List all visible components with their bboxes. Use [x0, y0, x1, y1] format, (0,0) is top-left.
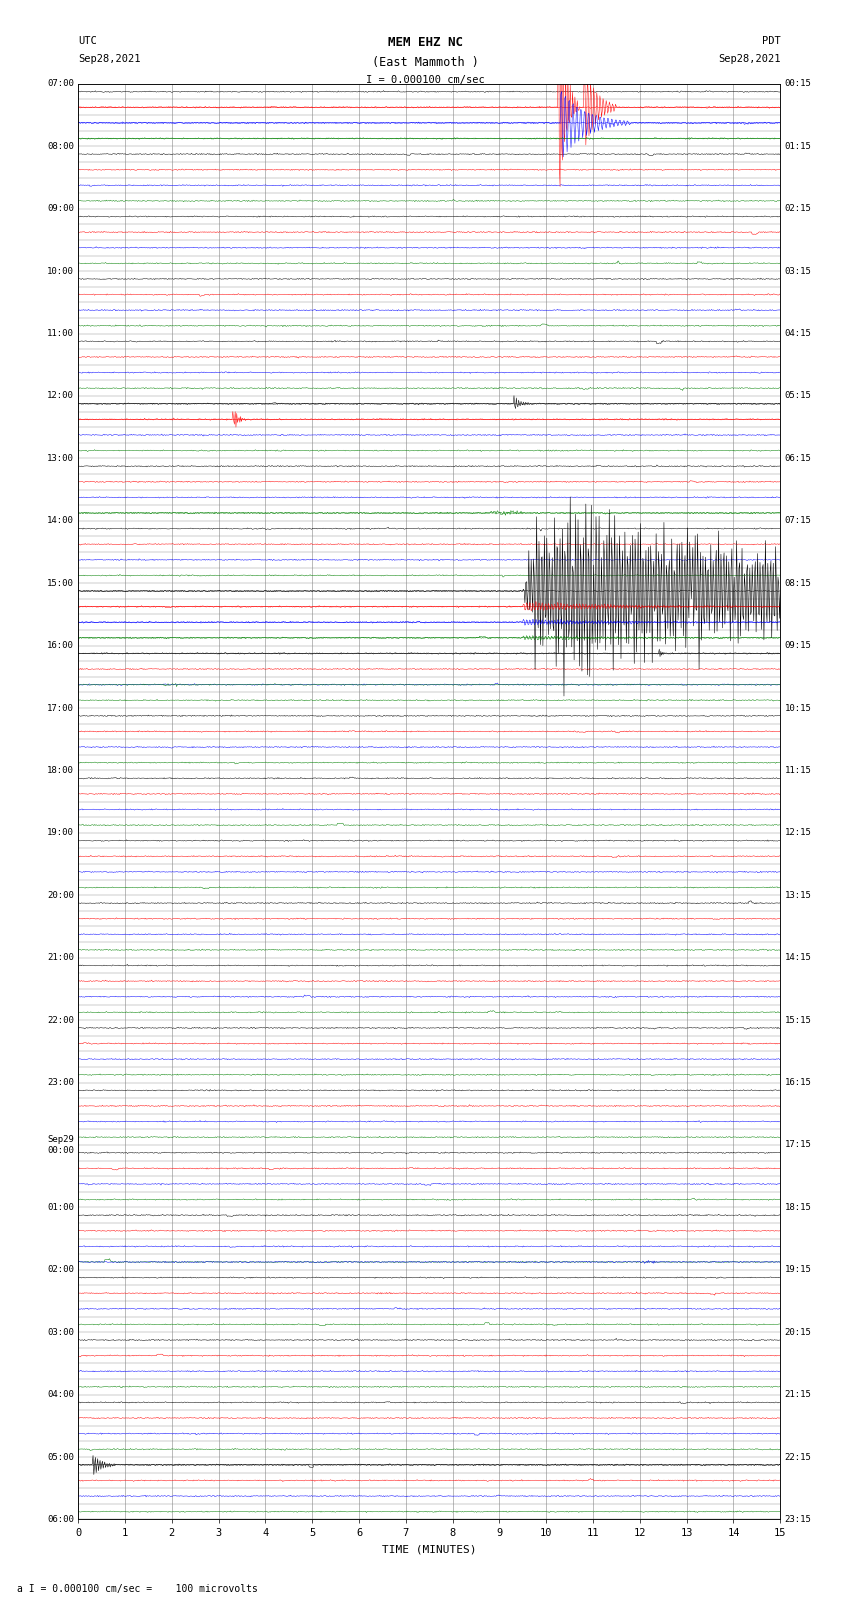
- Text: MEM EHZ NC: MEM EHZ NC: [388, 37, 462, 50]
- X-axis label: TIME (MINUTES): TIME (MINUTES): [382, 1544, 477, 1553]
- Text: UTC: UTC: [78, 37, 97, 47]
- Text: Sep28,2021: Sep28,2021: [717, 53, 780, 65]
- Text: Sep28,2021: Sep28,2021: [78, 53, 141, 65]
- Text: PDT: PDT: [762, 37, 780, 47]
- Text: a I = 0.000100 cm/sec =    100 microvolts: a I = 0.000100 cm/sec = 100 microvolts: [17, 1584, 258, 1594]
- Text: (East Mammoth ): (East Mammoth ): [371, 56, 479, 69]
- Text: I = 0.000100 cm/sec: I = 0.000100 cm/sec: [366, 76, 484, 85]
